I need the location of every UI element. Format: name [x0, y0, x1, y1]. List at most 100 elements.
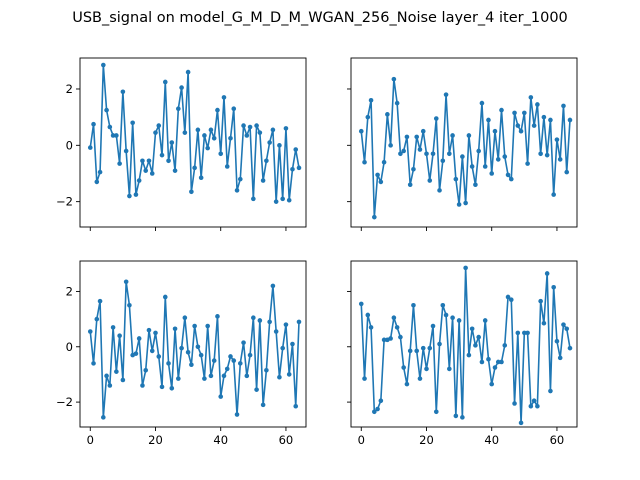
data-point: [557, 355, 563, 361]
data-point: [567, 345, 573, 351]
data-point: [221, 373, 227, 379]
data-point: [551, 192, 556, 197]
data-point: [97, 169, 103, 175]
data-point: [159, 384, 165, 390]
data-point: [535, 403, 540, 409]
data-point: [234, 188, 240, 193]
data-point: [123, 148, 129, 154]
data-point: [110, 133, 116, 138]
data-point: [270, 127, 276, 133]
data-point: [394, 325, 400, 330]
data-point: [372, 214, 377, 220]
data-point: [495, 359, 501, 365]
data-point: [427, 345, 433, 351]
x-tick-label: 0: [358, 433, 365, 447]
data-point: [166, 361, 171, 366]
data-point: [241, 340, 246, 345]
data-point: [450, 133, 455, 138]
data-point: [398, 334, 403, 340]
data-point: [401, 148, 406, 154]
data-point: [192, 165, 197, 171]
data-point: [192, 323, 197, 329]
data-point: [280, 196, 285, 202]
axes-frame: [350, 57, 578, 228]
data-point: [407, 348, 413, 354]
data-point: [273, 199, 279, 204]
data-point: [146, 327, 152, 333]
data-point: [254, 387, 259, 392]
data-point: [372, 409, 377, 415]
data-point: [525, 161, 530, 166]
data-point: [450, 315, 455, 321]
data-point: [224, 366, 230, 372]
data-point: [502, 154, 508, 159]
data-point: [492, 128, 498, 134]
data-point: [505, 172, 511, 178]
data-point: [117, 161, 122, 166]
data-point: [296, 165, 302, 171]
data-point: [283, 322, 289, 327]
data-point: [146, 158, 152, 164]
data-point: [140, 383, 145, 388]
data-point: [143, 367, 149, 373]
data-point: [358, 301, 364, 307]
data-point: [257, 318, 263, 323]
data-point: [561, 322, 566, 327]
data-point: [443, 312, 449, 318]
data-point: [153, 330, 158, 336]
data-point: [557, 157, 563, 162]
data-point: [499, 107, 504, 113]
data-point: [91, 361, 96, 366]
data-point: [215, 107, 220, 113]
data-point: [414, 348, 420, 354]
data-point: [94, 316, 100, 322]
axes-frame: [350, 260, 578, 428]
x-tick-label: 0: [87, 433, 94, 447]
subplot-top-right: [347, 57, 578, 231]
data-point: [518, 128, 524, 134]
data-point: [508, 297, 514, 303]
data-point: [231, 106, 237, 111]
data-point: [476, 148, 481, 154]
y-tick-label: 2: [66, 284, 73, 298]
data-point: [293, 147, 299, 152]
data-point: [460, 154, 465, 159]
data-point: [538, 298, 543, 304]
data-point: [447, 366, 452, 372]
data-point: [414, 134, 420, 140]
data-point: [156, 354, 162, 359]
data-point: [97, 298, 103, 304]
data-point: [544, 152, 550, 158]
data-point: [91, 121, 96, 127]
data-point: [440, 158, 446, 164]
data-point: [127, 302, 132, 308]
data-point: [554, 137, 560, 142]
data-point: [198, 352, 204, 358]
data-point: [202, 133, 207, 138]
data-point: [495, 157, 501, 162]
axes-frame: [79, 57, 307, 228]
data-point: [486, 356, 491, 362]
data-point: [162, 294, 168, 300]
data-point: [417, 376, 423, 381]
data-point: [179, 85, 184, 90]
data-point: [417, 147, 423, 152]
data-point: [411, 302, 416, 308]
subplot-bottom-right: 0 20 40 60: [347, 260, 578, 447]
data-point: [143, 168, 149, 173]
data-point: [437, 188, 442, 193]
data-point: [205, 145, 210, 151]
x-tick-label: 40: [213, 433, 228, 447]
data-point: [176, 376, 181, 381]
data-point: [460, 415, 465, 420]
x-tick-label: 40: [484, 433, 499, 447]
data-point: [407, 182, 413, 188]
data-point: [424, 151, 429, 157]
data-point: [283, 126, 289, 131]
data-point: [502, 343, 508, 348]
x-tick-label: 20: [419, 433, 434, 447]
data-point: [133, 192, 139, 197]
data-point: [162, 79, 168, 85]
data-point: [159, 152, 165, 158]
data-point: [473, 343, 478, 348]
